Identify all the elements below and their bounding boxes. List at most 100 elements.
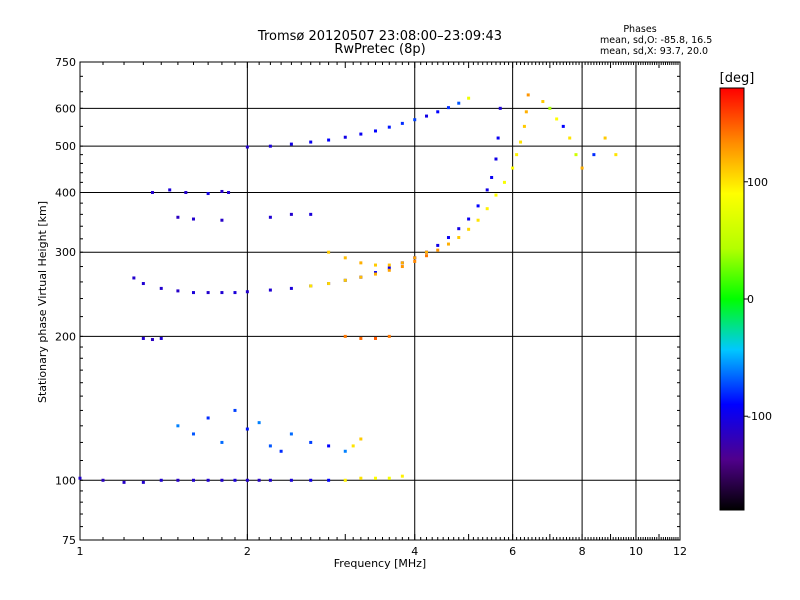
phases-heading: Phases [623,24,656,35]
data-point [476,218,480,222]
y-tick-label: 75 [62,534,76,547]
data-point [141,480,145,484]
x-tick-label: 8 [579,545,586,558]
data-point [387,263,391,267]
data-point [289,432,293,436]
data-point [191,291,195,295]
data-point [289,286,293,290]
data-point [502,180,506,184]
data-point [457,101,461,105]
data-point [467,217,471,221]
data-point [351,444,355,448]
data-point [446,106,450,110]
chart-title: Tromsø 20120507 23:08:00–23:09:43 [257,29,502,44]
data-point [496,136,500,140]
data-point [425,114,429,118]
y-tick-label: 750 [55,56,76,69]
data-point [387,268,391,272]
data-point [343,334,347,338]
y-tick-label: 500 [55,140,76,153]
data-point [436,243,440,247]
data-point [289,212,293,216]
data-point [132,276,136,280]
data-point [141,282,145,286]
data-point [327,138,331,142]
data-point [561,124,565,128]
data-point [400,474,404,478]
data-point [457,236,461,240]
data-point [425,254,429,258]
data-point [220,478,224,482]
data-point [245,478,249,482]
data-point [141,336,145,340]
data-point [343,135,347,139]
data-point [227,190,231,194]
data-point [387,476,391,480]
data-point [548,106,552,110]
data-point [359,437,363,441]
data-point [279,449,283,453]
data-point [233,408,237,412]
phases-o-stats: mean, sd,O: -85.8, 16.5 [600,35,712,46]
data-point [268,215,272,219]
data-point [373,263,377,267]
data-point [485,207,489,211]
data-point [373,476,377,480]
y-tick-label: 100 [55,474,76,487]
data-point [191,217,195,221]
data-point [327,282,331,286]
data-point [387,125,391,129]
colorbar [719,87,745,511]
data-point [359,336,363,340]
data-point [233,478,237,482]
x-tick-label: 2 [244,545,251,558]
data-point [150,338,154,342]
data-point [511,166,515,170]
data-point [176,215,180,219]
y-tick-label: 600 [55,102,76,115]
data-point [150,190,154,194]
data-point [159,286,163,290]
data-point [206,416,210,420]
data-point [359,132,363,136]
data-point [268,478,272,482]
data-point [327,444,331,448]
data-point [176,478,180,482]
data-point [359,275,363,279]
data-point [176,289,180,293]
data-point [467,227,471,231]
data-point [327,250,331,254]
data-point [425,250,429,254]
data-point [436,110,440,114]
data-point [78,476,82,480]
data-point [268,288,272,292]
x-tick-label: 6 [509,545,516,558]
x-tick-label: 10 [629,545,643,558]
data-point [343,256,347,260]
data-point [191,432,195,436]
data-point [574,153,578,157]
data-point [159,478,163,482]
data-point [519,140,523,144]
data-point [522,124,526,128]
data-point [490,175,494,179]
data-point [494,157,498,161]
data-point [245,290,249,294]
data-point [245,427,249,431]
data-point [526,93,530,97]
data-point [343,278,347,282]
data-point [176,424,180,428]
data-point [289,142,293,146]
data-point [541,100,545,104]
data-point [184,190,188,194]
data-point [494,193,498,197]
data-point [614,153,618,157]
data-point [592,153,596,157]
x-axis-label: Frequency [MHz] [334,557,426,570]
data-point [101,478,105,482]
data-point [257,421,261,425]
chart-subtitle: RwPretec (8p) [334,42,425,57]
data-point [268,444,272,448]
data-point [515,153,519,157]
